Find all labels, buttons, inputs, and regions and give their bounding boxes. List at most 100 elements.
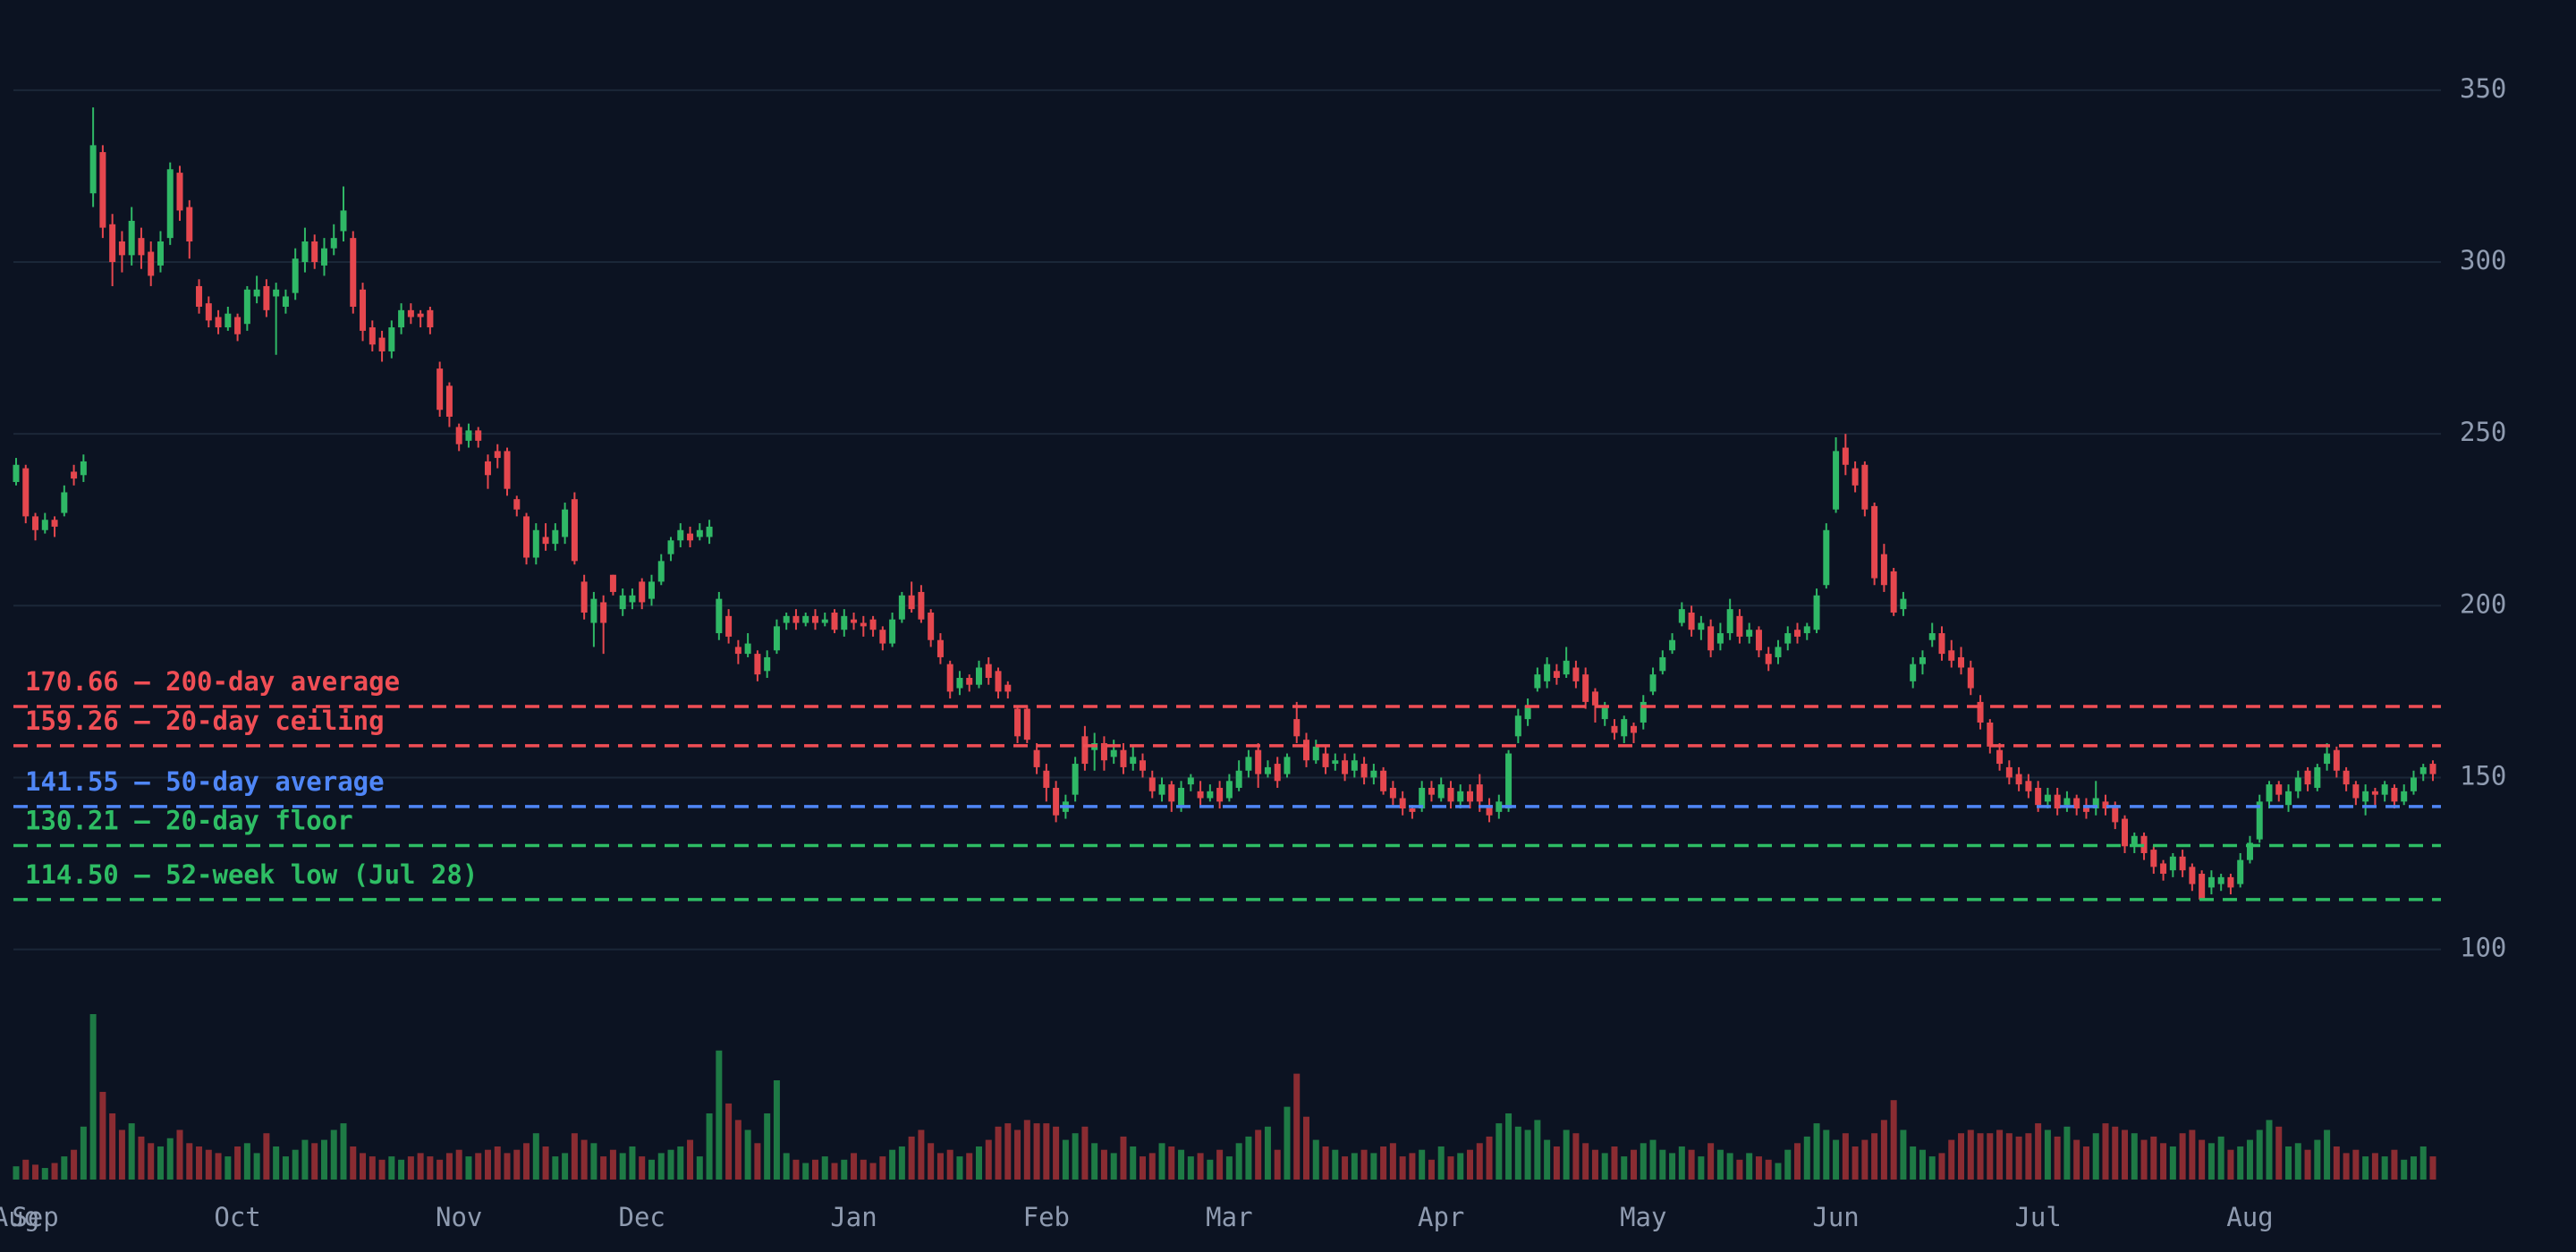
x-tick-label: Sep [12, 1202, 58, 1232]
volume-bar [734, 1120, 741, 1180]
candle-body-down [1611, 725, 1618, 733]
candle-body-down [1043, 770, 1050, 788]
volume-bar [792, 1159, 800, 1180]
candle-body-up [1110, 749, 1117, 757]
candle-body-up [1187, 777, 1194, 785]
volume-bar [61, 1156, 68, 1180]
volume-bar [869, 1163, 877, 1180]
volume-bar [225, 1156, 232, 1180]
volume-bar [196, 1146, 203, 1180]
candle-body-down [1591, 691, 1598, 706]
volume-bar [13, 1166, 20, 1180]
candle-body-up [61, 492, 68, 513]
volume-bar [1168, 1146, 1175, 1180]
volume-bar [205, 1149, 212, 1180]
candle-body-down [1216, 787, 1224, 802]
candle-body-down [1139, 760, 1146, 771]
volume-bar [2227, 1149, 2234, 1180]
candle-body-up [1130, 757, 1137, 765]
candle-body-up [898, 595, 905, 620]
volume-bar [657, 1153, 665, 1180]
candle-body-up [1659, 656, 1666, 672]
candle-body-up [1803, 626, 1810, 634]
candle-body-down [687, 533, 694, 541]
candle-body-up [1746, 630, 1753, 637]
volume-bar [1736, 1159, 1743, 1180]
candle-body-down [879, 630, 886, 644]
volume-bar [166, 1138, 174, 1180]
volume-bar [2131, 1133, 2138, 1180]
candle-body-up [225, 313, 232, 328]
candle-body-up [243, 289, 250, 325]
candle-body-up [2044, 794, 2051, 802]
candle-body-down [2122, 818, 2129, 847]
candle-body-down [1322, 753, 1329, 767]
candle-body-up [1900, 598, 1907, 610]
x-tick-label: Mar [1206, 1202, 1252, 1232]
candle-body-down [22, 468, 30, 517]
candle-body-up [128, 220, 135, 256]
volume-bar [330, 1129, 337, 1180]
candle-body-down [1890, 571, 1897, 613]
volume-bar [600, 1156, 607, 1180]
candle-body-up [696, 529, 703, 537]
volume-bar [1601, 1153, 1608, 1180]
candle-body-down [1755, 630, 1762, 651]
volume-bar [2371, 1153, 2378, 1180]
volume-bar [1977, 1133, 1984, 1180]
volume-bar [263, 1133, 270, 1180]
volume-bar [1148, 1153, 1156, 1180]
candle-body-up [273, 289, 280, 297]
candle-body-up [1457, 791, 1464, 802]
candle-body-up [157, 241, 164, 266]
volume-bar [1803, 1136, 1810, 1180]
candle-body-down [504, 451, 511, 489]
volume-bar [99, 1091, 106, 1180]
volume-bar [1187, 1156, 1194, 1180]
volume-bar [1631, 1149, 1638, 1180]
candle-body-up [1351, 760, 1358, 771]
volume-bar [455, 1149, 462, 1180]
x-tick-label: Apr [1418, 1202, 1464, 1232]
candle-body-down [928, 612, 935, 640]
candle-body-up [1621, 719, 1628, 737]
volume-bar [1833, 1139, 1840, 1180]
candle-body-up [706, 526, 713, 537]
candle-body-up [2410, 777, 2417, 791]
candle-body-down [417, 313, 424, 317]
candle-body-up [2207, 876, 2215, 888]
candle-body-down [1168, 784, 1175, 802]
volume-bar [243, 1143, 250, 1180]
volume-bar [2304, 1149, 2311, 1180]
candle-body-down [378, 337, 386, 351]
candle-body-down [725, 615, 733, 637]
volume-bar [1505, 1113, 1513, 1180]
volume-bar [1322, 1146, 1329, 1180]
volume-bar [1958, 1133, 1965, 1180]
candle-body-down [2073, 798, 2080, 809]
volume-bar [2246, 1139, 2253, 1180]
candle-body-down [176, 173, 183, 211]
volume-bar [639, 1156, 646, 1180]
volume-bar [1457, 1153, 1464, 1180]
volume-bar [1476, 1143, 1483, 1180]
volume-bar [1563, 1129, 1570, 1180]
candle-body-down [1380, 770, 1387, 791]
reference-label: 130.21 — 20-day floor [25, 805, 353, 835]
volume-bar [1081, 1126, 1089, 1180]
candle-body-down [2304, 770, 2311, 785]
candle-body-down [523, 516, 530, 558]
volume-bar [2005, 1133, 2012, 1180]
volume-bar [2160, 1143, 2167, 1180]
volume-bar [378, 1159, 386, 1180]
candle-body-up [590, 598, 597, 623]
volume-bar [128, 1123, 135, 1180]
candle-body-up [1649, 674, 1657, 692]
candle-body-up [80, 461, 87, 476]
y-tick-label: 150 [2460, 760, 2506, 791]
candle-body-up [41, 520, 48, 530]
volume-bar [754, 1143, 761, 1180]
candle-body-down [946, 664, 953, 692]
volume-bar [2207, 1143, 2215, 1180]
candle-body-up [89, 145, 97, 194]
